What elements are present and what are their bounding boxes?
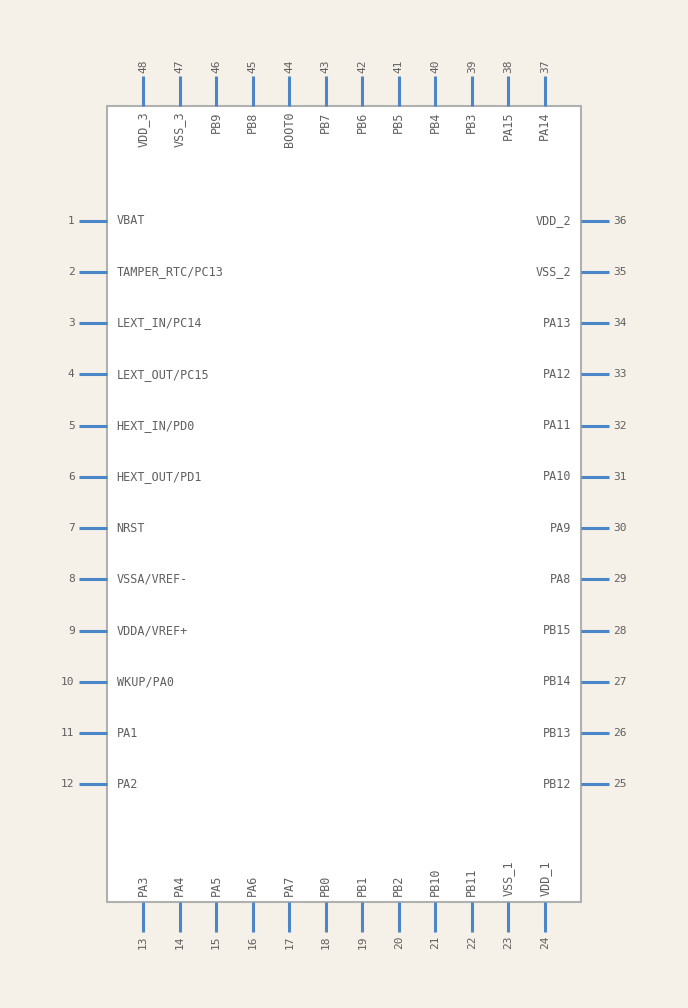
Text: 47: 47	[175, 59, 184, 73]
Bar	[107, 106, 581, 902]
Text: PB9: PB9	[210, 112, 223, 133]
Text: 7: 7	[68, 523, 74, 533]
Text: 43: 43	[321, 59, 331, 73]
Text: PA7: PA7	[283, 875, 296, 896]
Text: PB2: PB2	[392, 875, 405, 896]
Text: PA14: PA14	[538, 112, 551, 140]
Text: 18: 18	[321, 935, 331, 949]
Text: PB0: PB0	[319, 875, 332, 896]
Text: 17: 17	[284, 935, 294, 949]
Text: NRST: NRST	[117, 521, 145, 534]
Text: PA8: PA8	[550, 573, 571, 586]
Text: 28: 28	[614, 626, 627, 635]
Text: VBAT: VBAT	[117, 214, 145, 227]
Text: 32: 32	[614, 420, 627, 430]
Text: 3: 3	[68, 318, 74, 328]
Text: 6: 6	[68, 472, 74, 482]
Text: PB10: PB10	[429, 868, 442, 896]
Text: 10: 10	[61, 676, 74, 686]
Text: VSSA/VREF-: VSSA/VREF-	[117, 573, 188, 586]
Text: VSS_2: VSS_2	[536, 265, 571, 278]
Text: 24: 24	[540, 935, 550, 949]
Text: 8: 8	[68, 575, 74, 585]
Text: PB11: PB11	[465, 868, 478, 896]
Text: HEXT_IN/PD0: HEXT_IN/PD0	[117, 419, 195, 432]
Text: 9: 9	[68, 626, 74, 635]
Text: 11: 11	[61, 728, 74, 738]
Text: 35: 35	[614, 267, 627, 277]
Text: 44: 44	[284, 59, 294, 73]
Text: PB3: PB3	[465, 112, 478, 133]
Text: PA4: PA4	[173, 875, 186, 896]
Text: 4: 4	[68, 369, 74, 379]
Text: 16: 16	[248, 935, 258, 949]
Text: 20: 20	[394, 935, 404, 949]
Text: 37: 37	[540, 59, 550, 73]
Text: PB8: PB8	[246, 112, 259, 133]
Text: PA12: PA12	[543, 368, 571, 381]
Text: 40: 40	[430, 59, 440, 73]
Text: PB4: PB4	[429, 112, 442, 133]
Text: PA3: PA3	[137, 875, 150, 896]
Text: WKUP/PA0: WKUP/PA0	[117, 675, 173, 688]
Text: PA2: PA2	[117, 778, 138, 791]
Text: PA9: PA9	[550, 521, 571, 534]
Text: VSS_1: VSS_1	[502, 861, 515, 896]
Text: PB6: PB6	[356, 112, 369, 133]
Text: VDD_2: VDD_2	[536, 214, 571, 227]
Text: 34: 34	[614, 318, 627, 328]
Text: 46: 46	[211, 59, 221, 73]
Text: LEXT_IN/PC14: LEXT_IN/PC14	[117, 317, 202, 330]
Text: VDDA/VREF+: VDDA/VREF+	[117, 624, 188, 637]
Text: 21: 21	[430, 935, 440, 949]
Text: 22: 22	[467, 935, 477, 949]
Text: PB1: PB1	[356, 875, 369, 896]
Text: 1: 1	[68, 216, 74, 226]
Text: PB14: PB14	[543, 675, 571, 688]
Text: 38: 38	[504, 59, 513, 73]
Text: 33: 33	[614, 369, 627, 379]
Text: PA11: PA11	[543, 419, 571, 432]
Text: PA1: PA1	[117, 727, 138, 740]
Text: 48: 48	[138, 59, 148, 73]
Text: PA6: PA6	[246, 875, 259, 896]
Text: HEXT_OUT/PD1: HEXT_OUT/PD1	[117, 471, 202, 483]
Text: 29: 29	[614, 575, 627, 585]
Text: 13: 13	[138, 935, 148, 949]
Text: LEXT_OUT/PC15: LEXT_OUT/PC15	[117, 368, 209, 381]
Text: PA15: PA15	[502, 112, 515, 140]
Text: 30: 30	[614, 523, 627, 533]
Text: 23: 23	[504, 935, 513, 949]
Text: 39: 39	[467, 59, 477, 73]
Text: 42: 42	[357, 59, 367, 73]
Text: VDD_3: VDD_3	[137, 112, 150, 147]
Text: VDD_1: VDD_1	[538, 861, 551, 896]
Text: BOOT0: BOOT0	[283, 112, 296, 147]
Text: 2: 2	[68, 267, 74, 277]
Text: 26: 26	[614, 728, 627, 738]
Text: TAMPER_RTC/PC13: TAMPER_RTC/PC13	[117, 265, 224, 278]
Text: PA5: PA5	[210, 875, 223, 896]
Text: 15: 15	[211, 935, 221, 949]
Text: 45: 45	[248, 59, 258, 73]
Text: PB15: PB15	[543, 624, 571, 637]
Text: 14: 14	[175, 935, 184, 949]
Text: PB12: PB12	[543, 778, 571, 791]
Text: 27: 27	[614, 676, 627, 686]
Text: 41: 41	[394, 59, 404, 73]
Text: PB13: PB13	[543, 727, 571, 740]
Text: VSS_3: VSS_3	[173, 112, 186, 147]
Text: 12: 12	[61, 779, 74, 789]
Text: 31: 31	[614, 472, 627, 482]
Text: 19: 19	[357, 935, 367, 949]
Text: 25: 25	[614, 779, 627, 789]
Text: 5: 5	[68, 420, 74, 430]
Text: PA13: PA13	[543, 317, 571, 330]
Text: PB7: PB7	[319, 112, 332, 133]
Text: PB5: PB5	[392, 112, 405, 133]
Text: PA10: PA10	[543, 471, 571, 483]
Text: 36: 36	[614, 216, 627, 226]
